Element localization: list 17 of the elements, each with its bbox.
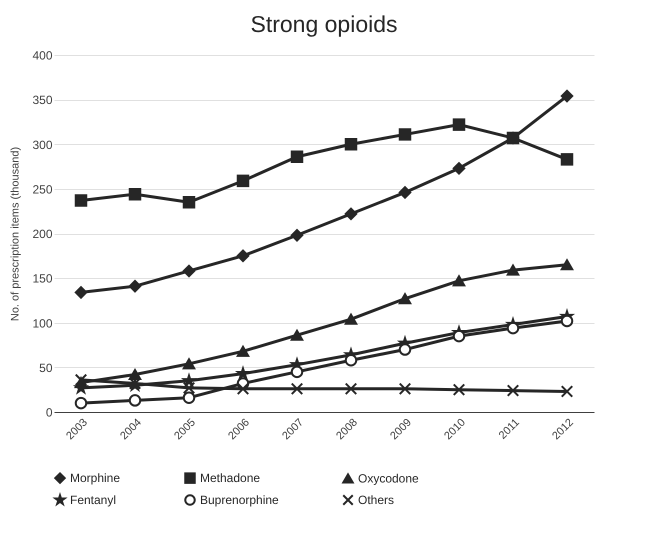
y-tick-label: 400 [32, 48, 53, 62]
y-axis-title: No. of prescription items (thousand) [9, 146, 22, 322]
legend-label: Methadone [200, 471, 260, 486]
y-tick-label: 50 [39, 360, 53, 375]
legend-label: Buprenorphine [200, 493, 280, 507]
y-tick-label: 150 [32, 272, 53, 286]
chart-title: Strong opioids [250, 11, 398, 37]
legend-label: Others [358, 493, 394, 507]
legend-label: Fentanyl [70, 493, 116, 507]
legend-label: Morphine [70, 471, 120, 486]
y-tick-label: 200 [32, 227, 53, 241]
y-tick-label: 100 [32, 316, 53, 330]
y-tick-label: 300 [32, 138, 53, 152]
y-tick-label: 350 [32, 93, 53, 108]
y-tick-label: 250 [32, 182, 53, 196]
legend-label: Oxycodone [358, 471, 420, 486]
y-tick-label: 0 [46, 406, 53, 420]
